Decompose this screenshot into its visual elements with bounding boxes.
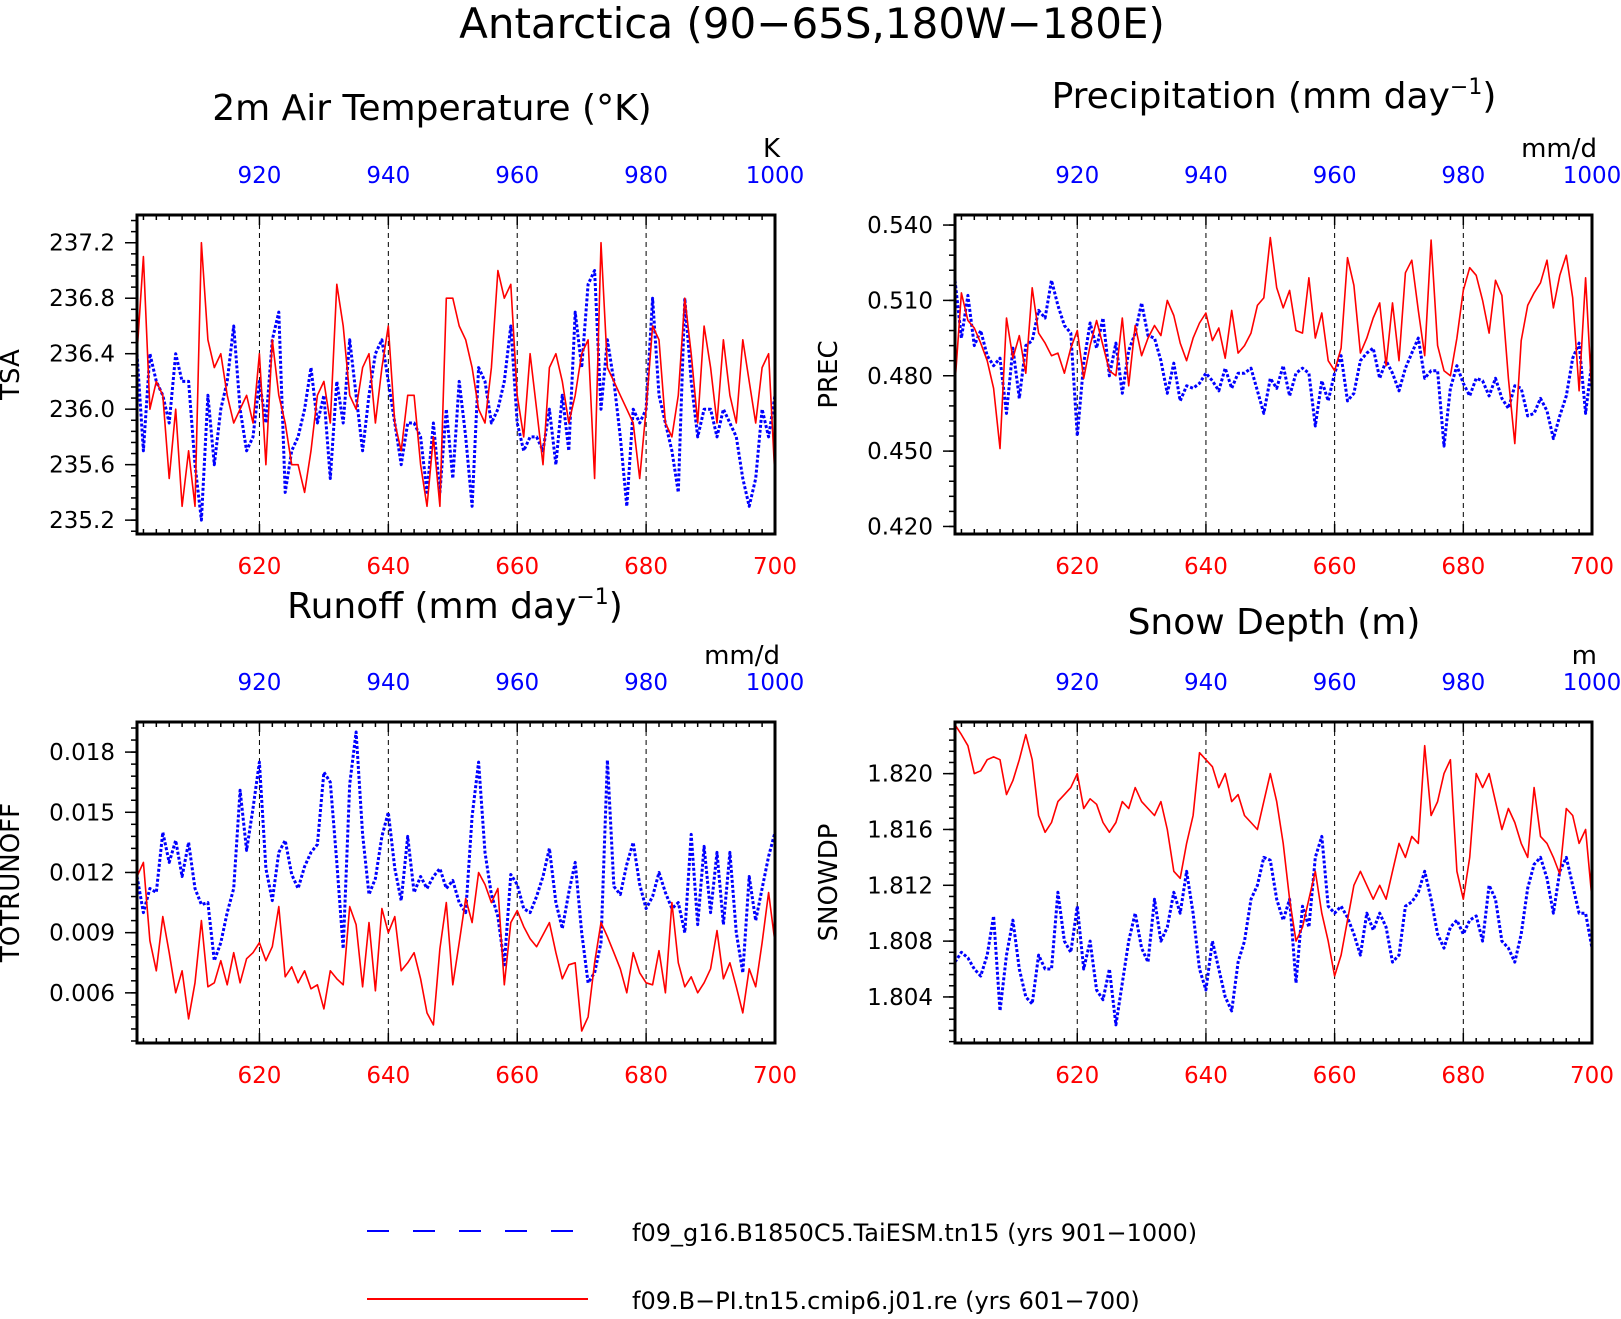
y-tick-label: 0.420 bbox=[867, 514, 933, 540]
x-tick-label-bottom: 700 bbox=[1570, 554, 1614, 580]
chart-panel-2: Precipitation (mm day−1) 0.420 0.450 0.480 0… bbox=[814, 75, 1621, 580]
units-label: m bbox=[1572, 641, 1597, 671]
y-tick-label: 0.480 bbox=[867, 364, 933, 390]
x-tick-label-bottom: 700 bbox=[753, 554, 797, 580]
y-tick-label: 1.816 bbox=[867, 817, 933, 843]
x-tick-label-bottom: 680 bbox=[1441, 554, 1485, 580]
units-label: mm/d bbox=[1521, 134, 1597, 164]
x-tick-label-top: 960 bbox=[495, 670, 539, 696]
plot-frame bbox=[953, 720, 1594, 1045]
y-tick-label: 236.8 bbox=[49, 286, 115, 312]
x-tick-label-top: 920 bbox=[1055, 670, 1099, 696]
y-tick-label: 235.6 bbox=[49, 453, 115, 479]
x-tick-label-bottom: 640 bbox=[1184, 554, 1228, 580]
y-tick-label: 236.4 bbox=[49, 342, 115, 368]
x-tick-label-top: 920 bbox=[237, 163, 281, 189]
x-tick-label-bottom: 680 bbox=[624, 554, 668, 580]
x-tick-label-bottom: 620 bbox=[237, 1063, 281, 1089]
x-tick-label-bottom: 700 bbox=[1570, 1063, 1614, 1089]
x-tick-label-bottom: 660 bbox=[1313, 1063, 1357, 1089]
y-tick-label: 1.804 bbox=[867, 985, 933, 1011]
x-tick-label-bottom: 640 bbox=[366, 554, 410, 580]
x-tick-label-top: 940 bbox=[1184, 670, 1228, 696]
x-tick-label-top: 1000 bbox=[1563, 163, 1621, 189]
x-tick-label-top: 960 bbox=[495, 163, 539, 189]
y-tick-label: 0.006 bbox=[49, 981, 115, 1007]
y-tick-label: 237.2 bbox=[49, 231, 115, 257]
x-tick-label-bottom: 620 bbox=[1055, 1063, 1099, 1089]
x-tick-label-top: 960 bbox=[1313, 163, 1357, 189]
legend-label-series-a: f09_g16.B1850C5.TaiESM.tn15 (yrs 901−100… bbox=[632, 1219, 1197, 1247]
figure-title: Antarctica (90−65S,180W−180E) bbox=[459, 0, 1165, 48]
y-tick-label: 1.820 bbox=[867, 762, 933, 788]
x-tick-label-top: 1000 bbox=[1563, 670, 1621, 696]
panels: 2m Air Temperature (°K) 235.2 235.6 236.0 23… bbox=[0, 75, 1621, 1089]
x-tick-label-top: 1000 bbox=[746, 670, 805, 696]
chart-title: 2m Air Temperature (°K) bbox=[212, 88, 651, 129]
y-tick-label: 1.808 bbox=[867, 929, 933, 955]
chart-title: Snow Depth (m) bbox=[1128, 602, 1421, 643]
chart-title: Runoff (mm day−1) bbox=[287, 585, 623, 627]
x-tick-label-top: 980 bbox=[624, 163, 668, 189]
plot-frame bbox=[953, 213, 1594, 536]
series-line-red bbox=[954, 236, 1593, 450]
series-line-blue bbox=[953, 278, 1594, 448]
x-tick-label-top: 980 bbox=[624, 670, 668, 696]
y-axis-label: TSA bbox=[0, 349, 26, 401]
x-tick-label-bottom: 700 bbox=[753, 1063, 797, 1089]
x-tick-label-bottom: 660 bbox=[1313, 554, 1357, 580]
chart-panel-3: Runoff (mm day−1) 0.006 0.009 0.012 0.015 0.0… bbox=[0, 585, 804, 1089]
x-tick-label-top: 960 bbox=[1313, 670, 1357, 696]
y-tick-label: 236.0 bbox=[49, 397, 115, 423]
y-tick-label: 0.018 bbox=[49, 740, 115, 766]
x-tick-label-top: 940 bbox=[1184, 163, 1228, 189]
x-tick-label-bottom: 640 bbox=[366, 1063, 410, 1089]
legend: f09_g16.B1850C5.TaiESM.tn15 (yrs 901−100… bbox=[367, 1219, 1197, 1315]
x-tick-label-top: 980 bbox=[1441, 163, 1485, 189]
legend-label-series-b: f09.B−PI.tn15.cmip6.j01.re (yrs 601−700) bbox=[632, 1287, 1140, 1315]
series-line-blue bbox=[135, 730, 777, 985]
y-tick-label: 0.012 bbox=[49, 860, 115, 886]
x-tick-label-bottom: 680 bbox=[1441, 1063, 1485, 1089]
y-axis-label: TOTRUNOFF bbox=[0, 803, 26, 963]
series-line-blue bbox=[953, 834, 1594, 1027]
x-tick-label-bottom: 640 bbox=[1184, 1063, 1228, 1089]
x-tick-label-top: 940 bbox=[366, 670, 410, 696]
plot-frame bbox=[135, 720, 777, 1045]
y-axis-label: PREC bbox=[814, 340, 844, 408]
units-label: K bbox=[763, 134, 781, 164]
y-tick-label: 235.2 bbox=[49, 508, 115, 534]
x-tick-label-top: 920 bbox=[237, 670, 281, 696]
y-tick-label: 0.009 bbox=[49, 921, 115, 947]
chart-panel-1: 2m Air Temperature (°K) 235.2 235.6 236.0 23… bbox=[0, 88, 804, 580]
x-tick-label-bottom: 620 bbox=[237, 554, 281, 580]
y-tick-label: 0.540 bbox=[867, 213, 933, 239]
units-label: mm/d bbox=[704, 641, 780, 671]
series-line-red bbox=[954, 724, 1593, 977]
y-tick-label: 0.510 bbox=[867, 288, 933, 314]
y-tick-label: 1.812 bbox=[867, 873, 933, 899]
x-tick-label-bottom: 660 bbox=[495, 554, 539, 580]
x-tick-label-bottom: 620 bbox=[1055, 554, 1099, 580]
x-tick-label-top: 920 bbox=[1055, 163, 1099, 189]
x-tick-label-top: 940 bbox=[366, 163, 410, 189]
chart-title: Precipitation (mm day−1) bbox=[1052, 75, 1497, 117]
x-tick-label-bottom: 660 bbox=[495, 1063, 539, 1089]
plot-frame bbox=[135, 213, 777, 536]
series-line-blue bbox=[135, 269, 777, 522]
series-line-red bbox=[136, 861, 776, 1032]
x-tick-label-top: 1000 bbox=[746, 163, 805, 189]
series-line-red bbox=[136, 241, 776, 508]
y-tick-label: 0.450 bbox=[867, 439, 933, 465]
x-tick-label-bottom: 680 bbox=[624, 1063, 668, 1089]
x-tick-label-top: 980 bbox=[1441, 670, 1485, 696]
y-tick-label: 0.015 bbox=[49, 800, 115, 826]
chart-panel-4: Snow Depth (m) 1.804 1.808 1.812 1.816 1.820 6… bbox=[814, 602, 1621, 1089]
y-axis-label: SNOWDP bbox=[814, 824, 844, 942]
